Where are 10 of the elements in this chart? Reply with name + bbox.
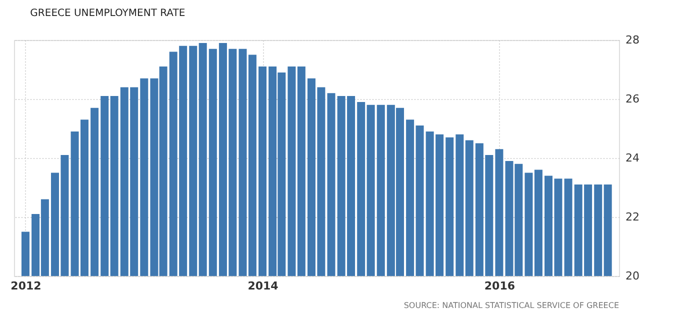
x-tick-label: 2012 [10,280,42,292]
y-tick-label: 26 [626,92,640,106]
y-tick-label: 22 [626,210,640,224]
y-tick-label: 24 [626,152,640,164]
chart-title: GREECE UNEMPLOYMENT RATE [30,8,186,19]
y-tick-label: 20 [626,270,640,282]
y-tick-label: 28 [626,34,640,46]
x-tick-label: 2014 [248,280,279,292]
x-tick-label: 2016 [484,280,516,292]
source-note: SOURCE: NATIONAL STATISTICAL SERVICE OF GREECE [404,301,619,310]
